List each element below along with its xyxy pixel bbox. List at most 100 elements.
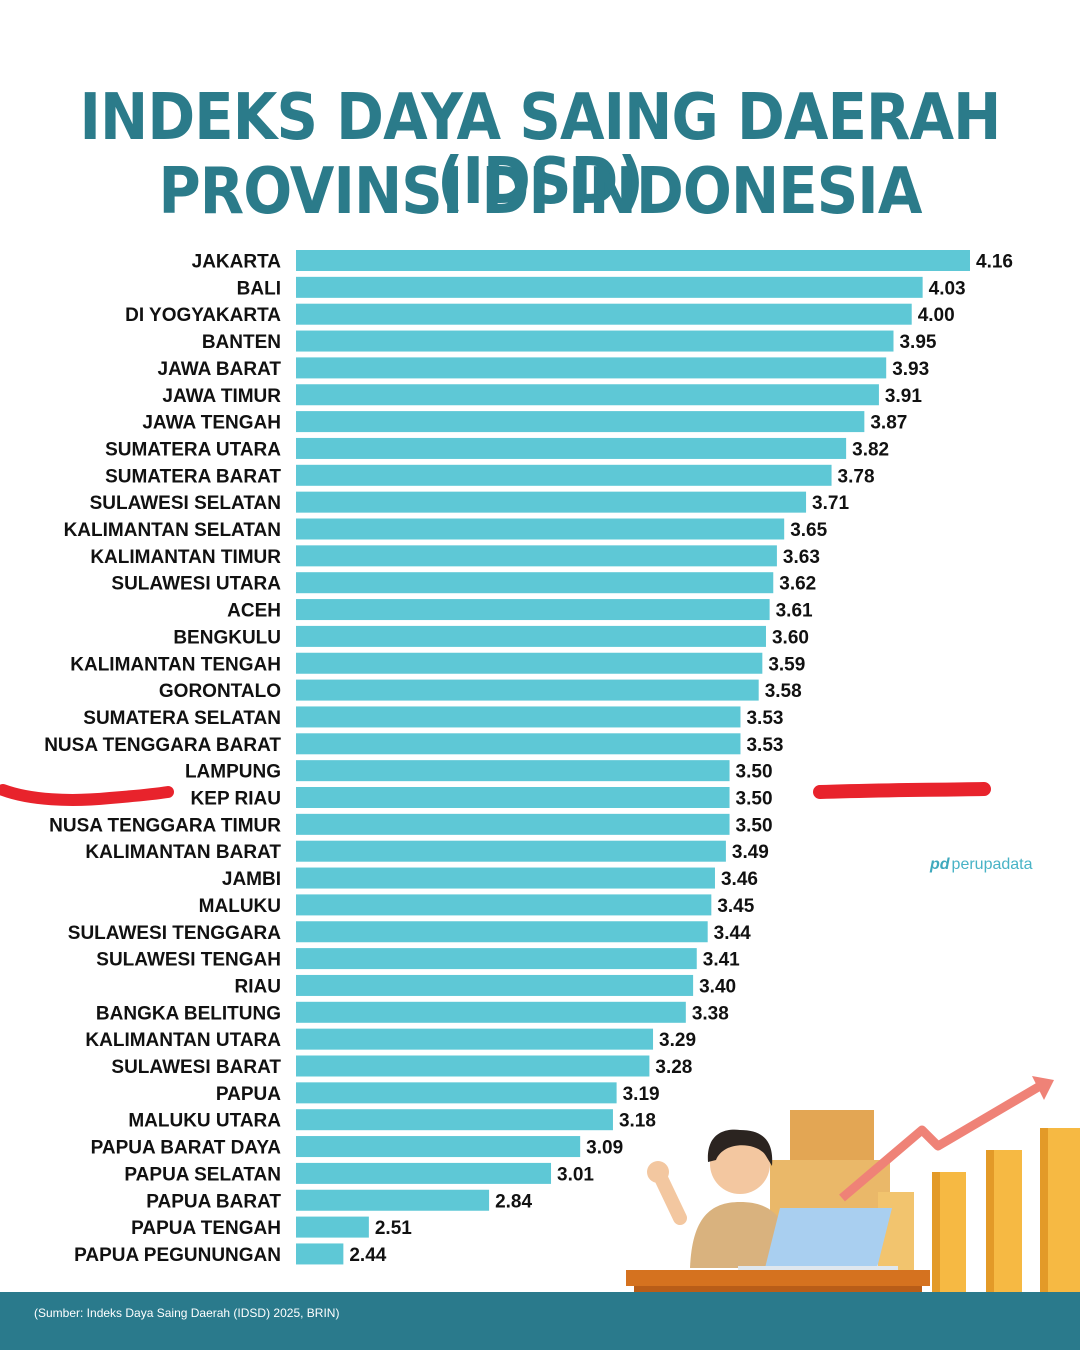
bar [296,974,694,996]
value-label: 4.03 [929,278,966,299]
bar [296,437,847,459]
category-label: BANTEN [202,332,281,353]
value-label: 2.44 [349,1245,386,1266]
value-label: 3.65 [790,520,827,541]
category-label: KEP RIAU [191,789,281,810]
category-label: DI YOGYAKARTA [125,305,281,326]
bar-chart: JAKARTA 4.16 BALI 4.03 DI YOGYAKARTA 4.00 BANT… [44,250,1013,1266]
trend-arrow-icon [839,1082,1043,1202]
bar [296,464,832,486]
bar [296,276,923,298]
bar [296,625,766,647]
value-label: 3.93 [892,359,929,380]
bar [296,1109,613,1131]
value-label: 4.16 [976,252,1013,273]
category-label: NUSA TENGGARA TIMUR [49,815,281,836]
bar [296,1243,344,1265]
value-label: 3.46 [721,869,758,890]
category-label: PAPUA SELATAN [124,1164,281,1185]
bar [296,1189,490,1211]
bar [296,1055,650,1077]
value-label: 3.58 [765,681,802,702]
category-label: SUMATERA SELATAN [83,708,281,729]
category-label: KALIMANTAN BARAT [85,842,281,863]
category-label: MALUKU [199,896,281,917]
value-label: 2.51 [375,1218,412,1239]
value-label: 3.18 [619,1111,656,1132]
category-label: SUMATERA BARAT [105,466,281,487]
page-title-line-1: INDEKS DAYA SAING DAERAH (IDSD) [79,81,1002,219]
source-note: (Sumber: Indeks Daya Saing Daerah (IDSD)… [34,1306,340,1320]
category-label: BENGKULU [173,627,281,648]
value-label: 3.59 [768,654,805,675]
bar [296,948,697,970]
footer-bar [0,1292,1080,1350]
bar [296,787,730,808]
value-label: 3.61 [776,601,813,622]
bar [296,733,741,755]
value-label: 3.87 [870,413,907,434]
category-label: PAPUA PEGUNUNGAN [74,1245,281,1266]
value-label: 3.38 [692,1003,729,1024]
category-label: PAPUA BARAT DAYA [91,1138,282,1159]
bar [296,760,730,782]
category-label: KALIMANTAN TIMUR [90,547,281,568]
value-label: 3.44 [714,923,751,944]
value-label: 3.78 [838,466,875,487]
category-label: JAKARTA [192,252,282,273]
value-label: 3.53 [746,708,783,729]
bar [296,840,726,862]
bar [296,411,865,433]
value-label: 3.45 [717,896,754,917]
category-label: KALIMANTAN UTARA [85,1030,281,1051]
value-label: 3.50 [736,762,773,783]
value-label: 4.00 [918,305,955,326]
bar [296,572,774,594]
category-label: JAWA TENGAH [142,413,281,434]
value-label: 3.71 [812,493,849,514]
bar [296,1001,686,1023]
brand-name: perupadata [951,856,1033,873]
highlight-stroke-left [0,784,174,806]
bar [296,1216,369,1238]
value-label: 3.91 [885,386,922,407]
category-label: LAMPUNG [185,762,281,783]
person-body [690,1202,792,1268]
bar [296,679,759,701]
value-label: 3.49 [732,842,769,863]
bar [296,518,785,540]
bar [296,384,879,406]
category-label: SULAWESI SELATAN [90,493,281,514]
value-label: 2.84 [495,1191,532,1212]
bar [296,545,777,567]
bar [296,813,730,835]
bar [296,357,887,379]
laptop-icon [764,1208,892,1272]
category-label: PAPUA TENGAH [131,1218,281,1239]
category-label: NUSA TENGGARA BARAT [44,735,281,756]
category-label: JAWA TIMUR [162,386,281,407]
highlight-stroke-right [813,782,991,799]
category-label: GORONTALO [159,681,281,702]
bar [296,599,770,621]
bar [296,1082,617,1104]
value-label: 3.63 [783,547,820,568]
value-label: 3.53 [746,735,783,756]
value-label: 3.82 [852,439,889,460]
category-label: SULAWESI TENGAH [96,950,281,971]
category-label: MALUKU UTARA [128,1111,281,1132]
bar [296,867,715,889]
page-title-line-2: PROVINSI DI INDONESIA [158,155,922,229]
category-label: BANGKA BELITUNG [96,1003,281,1024]
value-label: 3.28 [655,1057,692,1078]
person-at-desk-illustration [626,1076,1080,1292]
bar [296,652,763,674]
value-label: 3.62 [779,574,816,595]
bar [296,330,894,352]
desk-top [626,1270,930,1286]
bar [296,921,708,943]
category-label: SULAWESI TENGGARA [68,923,282,944]
value-label: 3.41 [703,950,740,971]
category-label: PAPUA BARAT [146,1191,281,1212]
category-label: KALIMANTAN TENGAH [70,654,281,675]
